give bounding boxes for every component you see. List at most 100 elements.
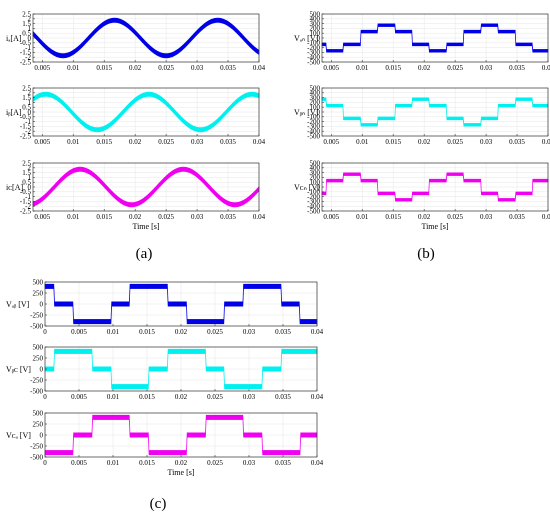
y-tick-label: 200 bbox=[310, 99, 321, 107]
x-tick-label: 0.035 bbox=[220, 138, 236, 146]
y-tick-label: -500 bbox=[307, 132, 320, 140]
y-tick-label: -1 bbox=[25, 118, 31, 126]
y-tick-label: -200 bbox=[307, 44, 320, 52]
x-tick-label: 0.03 bbox=[191, 213, 204, 221]
y-tick-label: 0 bbox=[317, 34, 321, 42]
y-tick-label: 250 bbox=[33, 354, 44, 362]
x-tick-label: 0.005 bbox=[323, 213, 339, 221]
y-tick-label: -2.5 bbox=[20, 58, 32, 66]
x-tick-label: 0.025 bbox=[158, 213, 174, 221]
y-tick-label: -1 bbox=[25, 44, 31, 52]
y-tick-label: -500 bbox=[307, 58, 320, 66]
x-tick-label: 0.01 bbox=[67, 64, 80, 72]
y-tick-label: -1.5 bbox=[20, 123, 32, 131]
y-tick-label: -500 bbox=[30, 322, 43, 330]
y-tick-label: 100 bbox=[310, 179, 321, 187]
x-tick-label: 0.015 bbox=[385, 213, 401, 221]
y-tick-label: -300 bbox=[307, 198, 320, 206]
y-tick-label: 300 bbox=[310, 94, 321, 102]
x-axis-label: Time [s] bbox=[421, 222, 448, 231]
y-tick-label: -1 bbox=[25, 193, 31, 201]
y-tick-label: -0.5 bbox=[20, 39, 32, 47]
y-tick-label: 200 bbox=[310, 174, 321, 182]
x-tick-label: 0.025 bbox=[158, 64, 174, 72]
y-tick-label: -500 bbox=[30, 453, 43, 461]
x-tick-label: 0.035 bbox=[275, 328, 291, 336]
x-tick-label: 0.04 bbox=[311, 393, 324, 401]
y-tick-label: 500 bbox=[310, 159, 321, 167]
panel-label-a: (a) bbox=[136, 246, 153, 262]
x-tick-label: 0.005 bbox=[71, 393, 87, 401]
y-tick-label: -500 bbox=[30, 387, 43, 395]
y-tick-label: -250 bbox=[30, 442, 43, 450]
x-tick-label: 0.02 bbox=[129, 138, 142, 146]
y-tick-label: 0 bbox=[28, 108, 32, 116]
y-tick-label: -2.5 bbox=[20, 132, 32, 140]
x-tick-label: 0.03 bbox=[480, 138, 493, 146]
y-tick-label: -100 bbox=[307, 188, 320, 196]
x-tick-label: 0.02 bbox=[129, 64, 142, 72]
subplot-ic: 2.521.510.50-0.5-1-1.5-2-2.50.005 0.01 0.0… bbox=[6, 159, 266, 231]
x-tick-label: 0.015 bbox=[385, 64, 401, 72]
y-tick-label: -0.5 bbox=[20, 113, 32, 121]
y-tick-label: 200 bbox=[310, 25, 321, 33]
x-tick-label: 0.03 bbox=[191, 138, 204, 146]
y-tick-label: 250 bbox=[33, 420, 44, 428]
x-tick-label: 0.03 bbox=[480, 213, 493, 221]
y-axis-label: Vᵦᴄ [V] bbox=[6, 365, 31, 374]
y-tick-label: 500 bbox=[33, 278, 44, 286]
x-tick-label: 0.035 bbox=[509, 213, 525, 221]
y-tick-label: -2 bbox=[25, 203, 31, 211]
y-tick-label: 2.5 bbox=[22, 84, 31, 92]
y-axis-label: Vₐₙ [V] bbox=[294, 34, 319, 43]
y-tick-label: 1 bbox=[28, 99, 32, 107]
y-tick-label: 0 bbox=[28, 183, 32, 191]
y-axis-label: Vᴄₐ [V] bbox=[6, 431, 31, 440]
y-tick-label: 1.5 bbox=[22, 169, 31, 177]
y-tick-label: 0 bbox=[40, 365, 44, 373]
x-tick-label: 0.01 bbox=[107, 459, 120, 467]
y-tick-label: 400 bbox=[310, 89, 321, 97]
x-axis-label: Time [s] bbox=[132, 222, 159, 231]
x-tick-label: 0.04 bbox=[311, 328, 324, 336]
x-tick-label: 0.04 bbox=[311, 459, 324, 467]
y-tick-label: 500 bbox=[310, 10, 321, 18]
y-tick-label: -500 bbox=[307, 207, 320, 215]
x-tick-label: 0.035 bbox=[220, 64, 236, 72]
y-tick-label: 500 bbox=[310, 84, 321, 92]
x-tick-label: 0.025 bbox=[447, 213, 463, 221]
panel-label-c: (c) bbox=[150, 496, 167, 512]
y-tick-label: -400 bbox=[307, 128, 320, 136]
x-tick-label: 0.02 bbox=[129, 213, 142, 221]
y-tick-label: 2 bbox=[28, 15, 32, 23]
y-tick-label: -1.5 bbox=[20, 198, 32, 206]
x-tick-label: 0.04 bbox=[253, 213, 266, 221]
y-tick-label: 1 bbox=[28, 25, 32, 33]
y-tick-label: 2 bbox=[28, 89, 32, 97]
x-tick-label: 0.02 bbox=[175, 459, 188, 467]
y-tick-label: 300 bbox=[310, 20, 321, 28]
y-axis-label: Vᵦₙ [V] bbox=[294, 108, 319, 117]
x-tick-label: 0.015 bbox=[96, 138, 112, 146]
y-tick-label: -2.5 bbox=[20, 207, 32, 215]
y-tick-label: 0 bbox=[40, 431, 44, 439]
x-tick-label: 0.01 bbox=[356, 64, 369, 72]
x-tick-label: 0.04 bbox=[542, 138, 550, 146]
x-tick-label: 0.02 bbox=[175, 393, 188, 401]
x-tick-label: 0.005 bbox=[71, 328, 87, 336]
y-tick-label: -400 bbox=[307, 203, 320, 211]
y-tick-label: 0 bbox=[317, 183, 321, 191]
y-tick-label: -100 bbox=[307, 113, 320, 121]
y-tick-label: -250 bbox=[30, 376, 43, 384]
x-tick-label: 0.015 bbox=[385, 138, 401, 146]
subplot-ib: 2.521.510.50-0.5-1-1.5-2-2.50.005 0.01 0.0… bbox=[6, 84, 266, 146]
x-tick-label: 0.005 bbox=[34, 213, 50, 221]
x-tick-label: 0.035 bbox=[509, 138, 525, 146]
x-tick-label: 0.035 bbox=[275, 393, 291, 401]
panel-label-b: (b) bbox=[417, 246, 435, 262]
y-tick-label: 0.5 bbox=[22, 104, 31, 112]
x-tick-label: 0.025 bbox=[447, 64, 463, 72]
y-tick-label: -2 bbox=[25, 128, 31, 136]
